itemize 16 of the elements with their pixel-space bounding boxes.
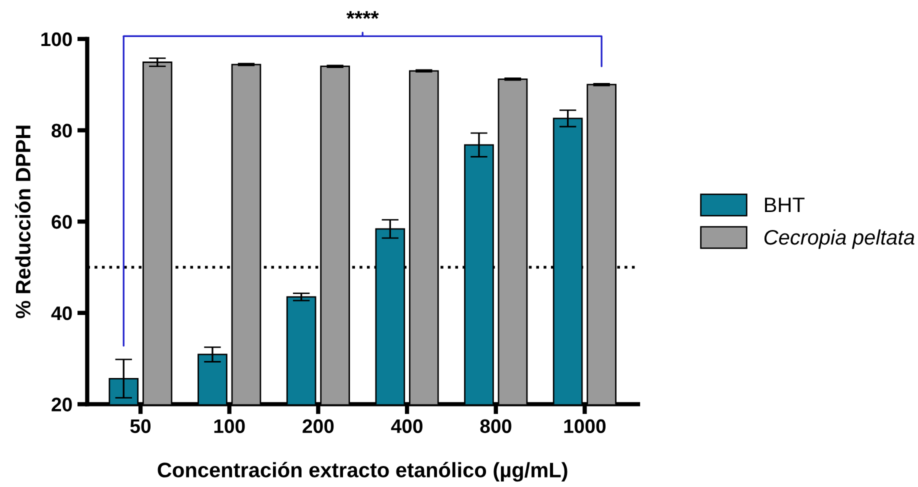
legend-label: Cecropia peltata (764, 229, 914, 249)
y-tick-label: 40 (51, 306, 72, 320)
x-axis-title: Concentración extracto etanólico (µg/mL) (158, 462, 568, 482)
x-tick-label: 200 (302, 419, 334, 434)
legend-label: BHT (765, 198, 805, 212)
x-tick-label: 1000 (564, 419, 606, 434)
y-tick-label: 80 (52, 124, 72, 138)
y-tick-label: 20 (52, 398, 72, 412)
x-tick-label: 400 (391, 419, 422, 434)
x-tick-label: 800 (480, 419, 512, 434)
text: **** (346, 11, 379, 19)
y-tick-label: 100 (41, 32, 72, 46)
x-tick-label: 100 (214, 419, 245, 434)
x-tick-label: 50 (130, 419, 151, 434)
y-tick-label: 60 (52, 215, 72, 229)
y-axis-title: % Reducción DPPH (15, 126, 31, 318)
